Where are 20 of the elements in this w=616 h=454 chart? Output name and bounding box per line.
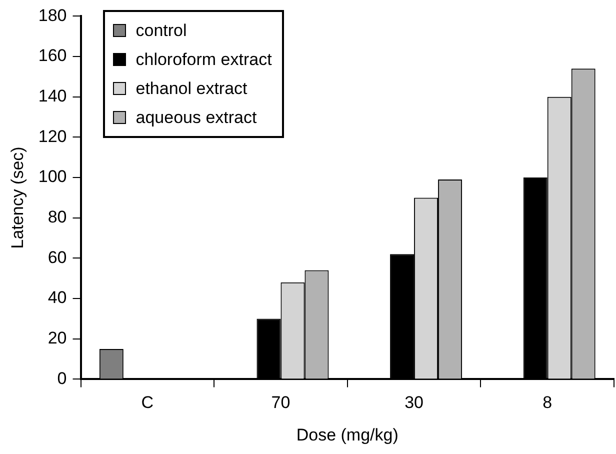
x-tick-label: 30	[404, 393, 424, 412]
y-tick-label: 140	[38, 86, 67, 106]
y-tick-label: 0	[57, 368, 67, 388]
y-tick-label: 180	[38, 6, 67, 25]
y-tick-label: 100	[38, 167, 67, 186]
x-axis-title: Dose (mg/kg)	[296, 425, 398, 444]
y-tick-label: 80	[48, 208, 67, 227]
y-tick-label: 160	[38, 46, 67, 66]
legend-label: control	[136, 20, 187, 41]
legend-label: chloroform extract	[136, 50, 272, 70]
y-tick-label: 40	[48, 288, 67, 308]
legend-label: ethanol extract	[136, 78, 248, 99]
y-tick-label: 20	[48, 328, 67, 348]
y-tick-label: 60	[48, 248, 67, 267]
y-tick-label: 120	[38, 126, 67, 146]
x-tick-label: 8	[542, 393, 552, 412]
legend-label: aqueous extract	[136, 108, 257, 128]
x-tick-label: 70	[271, 393, 290, 412]
y-axis-title: Latency (sec)	[8, 146, 27, 249]
x-tick-label: C	[141, 393, 154, 412]
